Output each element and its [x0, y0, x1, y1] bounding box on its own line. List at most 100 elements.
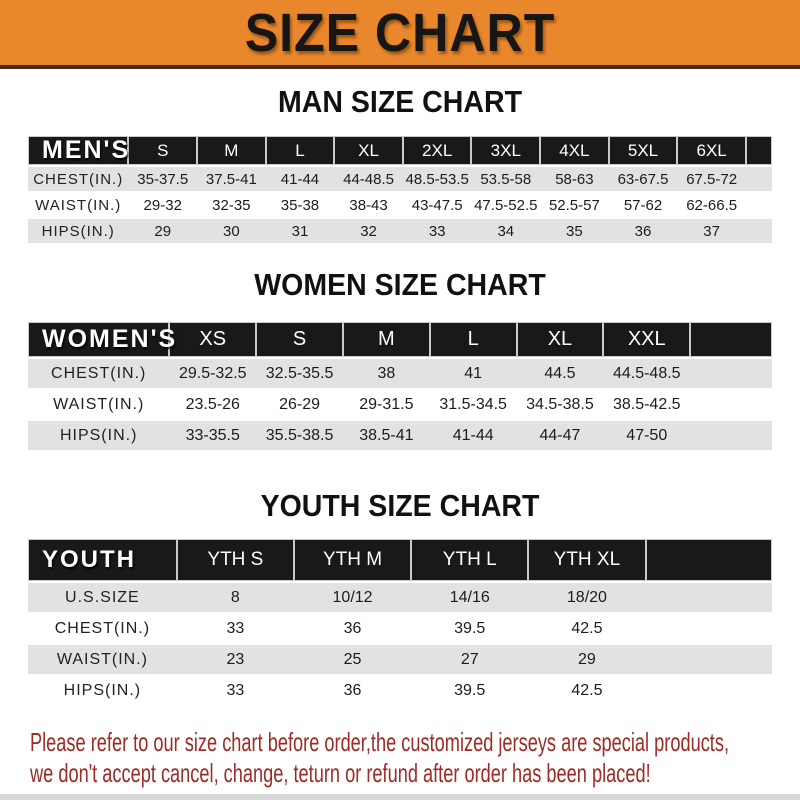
size-column-header: S — [256, 322, 343, 359]
size-value-cell: 26-29 — [256, 390, 343, 421]
size-column-header: M — [342, 322, 430, 359]
size-value-cell: 38.5-41 — [342, 421, 430, 452]
spacer-cell — [645, 645, 772, 676]
size-value-cell: 58-63 — [540, 167, 609, 193]
size-header-row: WOMEN'S XS S M L XL XXL — [28, 322, 772, 359]
measurement-row: HIPS(IN.) 33 36 39.5 42.5 — [28, 676, 772, 707]
section-youth: YOUTH SIZE CHART YOUTH YTH S YTH M YTH L YTH… — [0, 488, 800, 707]
size-value-cell: 29-31.5 — [342, 390, 430, 421]
spacer-cell — [745, 136, 772, 167]
size-value-cell: 35.5-38.5 — [256, 421, 343, 452]
table-group-label: MEN'S — [28, 136, 129, 167]
measurement-row: CHEST(IN.) 35-37.5 37.5-41 41-44 44-48.5 48.5… — [28, 167, 772, 193]
size-value-cell: 63-67.5 — [608, 167, 678, 193]
size-column-header: S — [128, 136, 198, 167]
size-value-cell: 37.5-41 — [197, 167, 266, 193]
size-value-cell: 44.5 — [516, 359, 604, 390]
size-value-cell: 62-66.5 — [677, 193, 746, 219]
size-value-cell: 41-44 — [429, 421, 517, 452]
measure-row-label: CHEST(IN.) — [28, 614, 177, 645]
size-value-cell: 35 — [540, 219, 609, 245]
size-value-cell: 38 — [342, 359, 430, 390]
size-value-cell: 33 — [402, 219, 472, 245]
measure-row-label: CHEST(IN.) — [28, 359, 170, 390]
size-column-header: YTH L — [411, 539, 529, 583]
measurement-row: HIPS(IN.) 29 30 31 32 33 34 35 36 37 — [28, 219, 772, 245]
size-column-header: XS — [169, 322, 257, 359]
size-value-cell: 41 — [429, 359, 517, 390]
size-column-header: M — [197, 136, 266, 167]
size-value-cell: 36 — [293, 676, 412, 707]
size-value-cell: 42.5 — [528, 676, 646, 707]
size-value-cell: 47.5-52.5 — [471, 193, 541, 219]
size-value-cell: 34 — [471, 219, 541, 245]
size-value-cell: 39.5 — [411, 676, 529, 707]
size-value-cell: 33-35.5 — [169, 421, 257, 452]
size-column-header: 6XL — [677, 136, 746, 167]
size-value-cell: 38.5-42.5 — [603, 390, 691, 421]
spacer-cell — [745, 167, 772, 193]
size-value-cell: 57-62 — [608, 193, 678, 219]
size-value-cell: 47-50 — [603, 421, 691, 452]
table-group-label: WOMEN'S — [28, 322, 175, 359]
measurement-row: CHEST(IN.) 29.5-32.5 32.5-35.5 38 41 44.5 44.5… — [28, 359, 772, 390]
measure-row-label: U.S.SIZE — [28, 583, 177, 614]
bottom-edge-bar — [0, 794, 800, 800]
size-value-cell: 39.5 — [411, 614, 529, 645]
size-column-header: L — [429, 322, 517, 359]
size-value-cell: 32.5-35.5 — [256, 359, 343, 390]
size-column-header: XL — [516, 322, 604, 359]
spacer-cell — [690, 322, 772, 359]
size-value-cell: 35-38 — [265, 193, 335, 219]
size-value-cell: 53.5-58 — [471, 167, 541, 193]
size-value-cell: 30 — [197, 219, 266, 245]
men-size-table: MEN'S S M L XL 2XL 3XL 4XL 5XL 6XL CHEST(IN.) 35-37… — [28, 136, 772, 245]
spacer-cell — [645, 676, 772, 707]
disclaimer-line-2: we don't accept cancel, change, teturn o… — [30, 758, 651, 788]
size-value-cell: 25 — [293, 645, 412, 676]
size-column-header: XXL — [603, 322, 691, 359]
size-value-cell: 33 — [176, 676, 294, 707]
size-value-cell: 36 — [293, 614, 412, 645]
size-column-header: XL — [334, 136, 403, 167]
measurement-row: WAIST(IN.) 23 25 27 29 — [28, 645, 772, 676]
size-value-cell: 34.5-38.5 — [516, 390, 604, 421]
size-value-cell: 44-48.5 — [334, 167, 403, 193]
size-value-cell: 32-35 — [197, 193, 266, 219]
size-value-cell: 8 — [176, 583, 294, 614]
women-section-heading: WOMEN SIZE CHART — [254, 267, 546, 302]
spacer-cell — [745, 193, 772, 219]
size-value-cell: 41-44 — [265, 167, 335, 193]
spacer-cell — [645, 614, 772, 645]
size-value-cell: 35-37.5 — [128, 167, 198, 193]
size-value-cell: 43-47.5 — [402, 193, 472, 219]
size-value-cell: 67.5-72 — [677, 167, 746, 193]
measure-row-label: WAIST(IN.) — [28, 390, 170, 421]
size-value-cell: 31 — [265, 219, 335, 245]
banner-title: SIZE CHART — [244, 2, 556, 63]
size-value-cell: 32 — [334, 219, 403, 245]
size-value-cell: 48.5-53.5 — [402, 167, 472, 193]
spacer-cell — [645, 583, 772, 614]
size-value-cell: 18/20 — [528, 583, 646, 614]
size-value-cell: 44.5-48.5 — [603, 359, 691, 390]
size-value-cell: 29 — [128, 219, 198, 245]
men-section-heading: MAN SIZE CHART — [277, 84, 523, 119]
table-group-label: YOUTH — [28, 539, 177, 583]
size-value-cell: 29-32 — [128, 193, 198, 219]
size-column-header: YTH XL — [528, 539, 646, 583]
size-value-cell: 27 — [411, 645, 529, 676]
section-men: MAN SIZE CHART MEN'S S M L XL 2XL 3XL 4XL 5XL 6XL… — [0, 84, 800, 245]
youth-size-table: YOUTH YTH S YTH M YTH L YTH XL U.S.SIZE 8 10/12… — [28, 539, 772, 707]
disclaimer-line-1: Please refer to our size chart before or… — [30, 727, 730, 757]
size-value-cell: 37 — [677, 219, 746, 245]
measurement-row: WAIST(IN.) 23.5-26 26-29 29-31.5 31.5-34.5 34… — [28, 390, 772, 421]
size-value-cell: 29.5-32.5 — [169, 359, 257, 390]
size-value-cell: 44-47 — [516, 421, 604, 452]
women-size-table: WOMEN'S XS S M L XL XXL CHEST(IN.) 29.5-32.5 32.5… — [28, 322, 772, 452]
size-column-header: L — [265, 136, 335, 167]
size-value-cell: 23.5-26 — [169, 390, 257, 421]
spacer-cell — [690, 390, 772, 421]
spacer-cell — [690, 359, 772, 390]
spacer-cell — [745, 219, 772, 245]
